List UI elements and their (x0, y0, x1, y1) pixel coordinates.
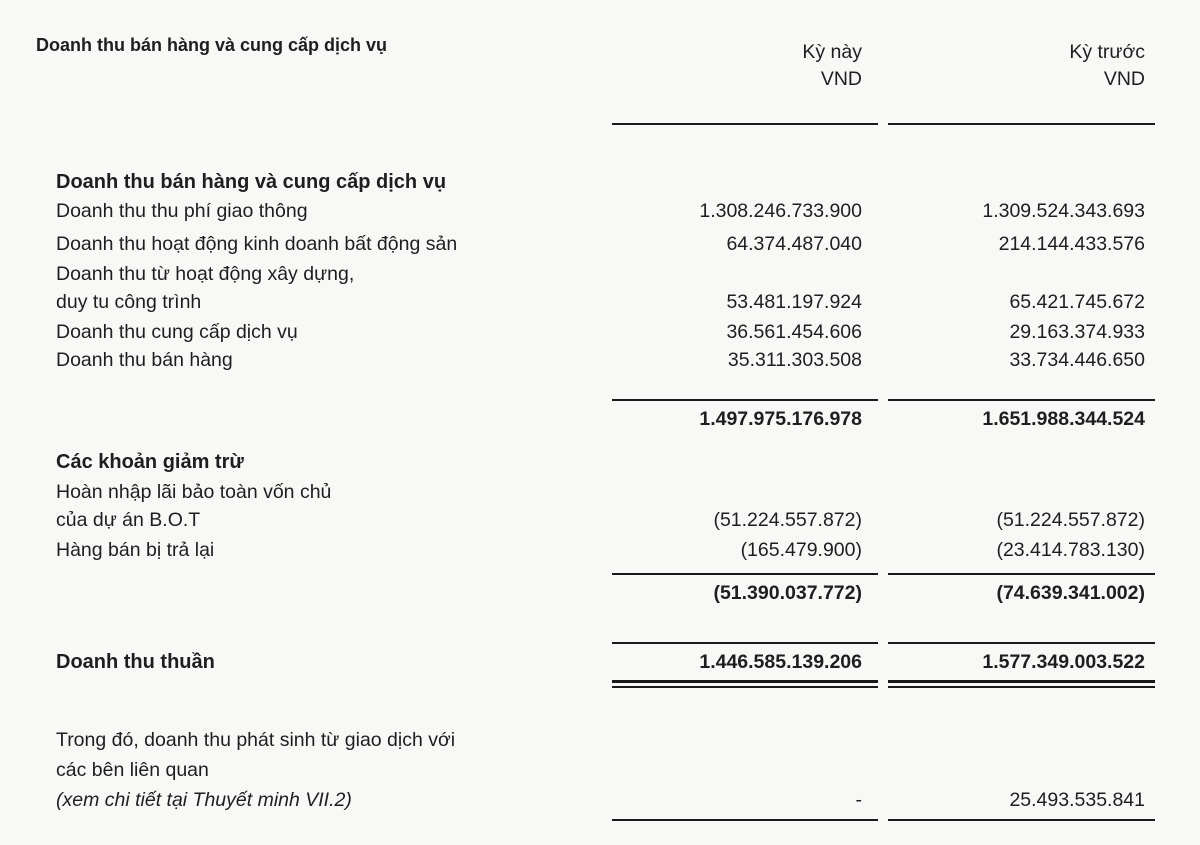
related-rule (888, 819, 1155, 821)
row-label-cont: của dự án B.O.T (56, 509, 201, 531)
row-previous: (51.224.557.872) (996, 509, 1145, 531)
row-label: Hoàn nhập lãi bảo toàn vốn chủ (56, 481, 332, 503)
page-title: Doanh thu bán hàng và cung cấp dịch vụ (36, 35, 388, 55)
subtotal-rule (888, 573, 1155, 575)
related-party-text: các bên liên quan (56, 759, 209, 781)
row-label: Doanh thu thu phí giao thông (56, 200, 308, 222)
row-current: 64.374.487.040 (726, 233, 862, 255)
row-previous: 214.144.433.576 (998, 233, 1145, 255)
deductions-total-current: (51.390.037.772) (713, 582, 862, 604)
net-double-rule (888, 680, 1155, 683)
row-current: 1.308.246.733.900 (699, 200, 862, 222)
row-previous: (23.414.783.130) (996, 539, 1145, 561)
row-label: Doanh thu bán hàng (56, 349, 233, 371)
row-previous: 65.421.745.672 (1009, 291, 1145, 313)
net-double-rule (612, 680, 878, 683)
col-current-period: Kỳ này (802, 41, 862, 63)
related-party-text: Trong đó, doanh thu phát sinh từ giao dị… (56, 729, 456, 751)
net-revenue-label: Doanh thu thuần (56, 651, 215, 673)
col-previous-period: Kỳ trước (1069, 41, 1145, 63)
subtotal-rule (612, 573, 878, 575)
section-heading-deductions: Các khoản giảm trừ (56, 451, 244, 473)
row-label: Doanh thu hoạt động kinh doanh bất động … (56, 233, 458, 255)
subtotal-rule (612, 399, 878, 401)
net-revenue-previous: 1.577.349.003.522 (982, 651, 1145, 673)
row-current: 35.311.303.508 (727, 349, 862, 371)
row-previous: 1.309.524.343.693 (982, 200, 1145, 222)
row-label: Doanh thu cung cấp dịch vụ (56, 321, 298, 343)
header-rule (612, 123, 878, 125)
row-current: (51.224.557.872) (713, 509, 862, 531)
net-double-rule (612, 686, 878, 688)
col-previous-unit: VND (1103, 68, 1145, 90)
revenue-total-current: 1.497.975.176.978 (699, 408, 862, 430)
row-current: 36.561.454.606 (726, 321, 862, 343)
header-rule (888, 123, 1155, 125)
row-current: 53.481.197.924 (726, 291, 862, 313)
related-previous: 25.493.535.841 (1009, 789, 1145, 811)
related-rule (612, 819, 878, 821)
row-label-cont: duy tu công trình (56, 291, 202, 313)
net-rule-top (888, 642, 1155, 644)
related-party-note: (xem chi tiết tại Thuyết minh VII.2) (56, 789, 352, 811)
subtotal-rule (888, 399, 1155, 401)
revenue-total-previous: 1.651.988.344.524 (982, 408, 1145, 430)
deductions-total-previous: (74.639.341.002) (996, 582, 1145, 604)
row-previous: 33.734.446.650 (1009, 349, 1145, 371)
row-current: (165.479.900) (740, 539, 862, 561)
row-label: Hàng bán bị trả lại (56, 539, 215, 561)
section-heading-revenue: Doanh thu bán hàng và cung cấp dịch vụ (56, 171, 447, 193)
related-current: - (855, 789, 863, 811)
row-label: Doanh thu từ hoạt động xây dựng, (56, 263, 355, 285)
net-double-rule (888, 686, 1155, 688)
row-previous: 29.163.374.933 (1009, 321, 1145, 343)
net-revenue-current: 1.446.585.139.206 (699, 651, 862, 673)
net-rule-top (612, 642, 878, 644)
col-current-unit: VND (820, 68, 862, 90)
